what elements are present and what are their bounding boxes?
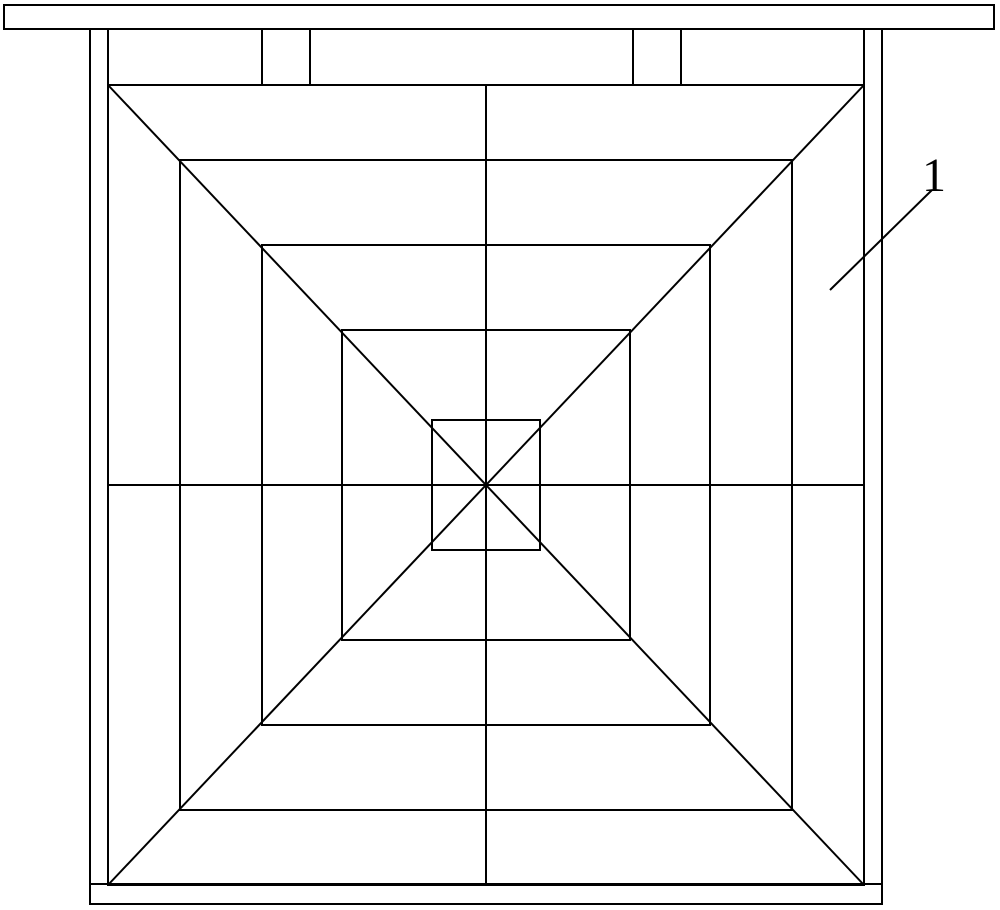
top-tab-left — [262, 29, 310, 85]
top-tab-right — [633, 29, 681, 85]
side-post-left — [90, 29, 108, 884]
bottom-bar — [90, 884, 882, 904]
top-bar — [4, 5, 994, 29]
diagram-svg — [0, 0, 1000, 910]
side-post-right — [864, 29, 882, 884]
callout-label-1: 1 — [922, 148, 946, 203]
